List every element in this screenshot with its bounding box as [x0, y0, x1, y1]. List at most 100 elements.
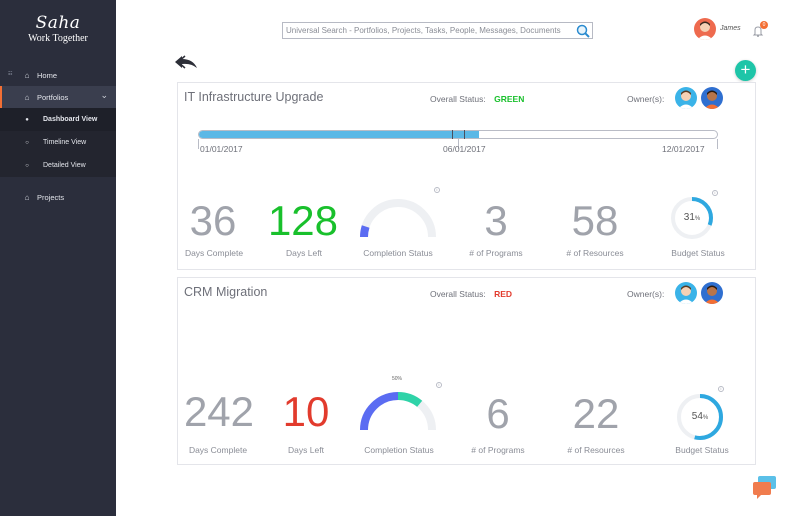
owner-avatar-1[interactable]	[675, 282, 697, 304]
sidebar: Saha Work Together ☷ ⌂ Home ⌂ Portfolios…	[0, 0, 116, 516]
bullet-hollow-icon: ○	[25, 162, 29, 169]
owner-avatar-2[interactable]	[701, 282, 723, 304]
sidebar-subitem-label: Dashboard View	[43, 116, 98, 123]
search-icon[interactable]	[576, 24, 590, 38]
avatar[interactable]	[694, 18, 716, 40]
status-label: Overall Status:	[430, 94, 486, 104]
budget-ring	[677, 394, 723, 440]
resources-value: 58	[571, 197, 619, 244]
info-icon[interactable]: i	[718, 386, 724, 392]
percent-sign: %	[694, 216, 701, 222]
owner-avatar-1[interactable]	[675, 87, 697, 109]
status-badge: GREEN	[494, 94, 525, 104]
person-icon	[704, 285, 720, 304]
budget-percent-value: 54	[691, 411, 703, 422]
budget-status-label: Budget Status	[675, 445, 729, 455]
sidebar-item-label: Projects	[37, 192, 65, 202]
project-card-crm-migration: CRM Migration Overall Status: RED Owner(…	[177, 277, 756, 465]
programs-value: 3	[484, 197, 508, 244]
programs-label: # of Programs	[471, 445, 525, 455]
overall-status: Overall Status: GREEN	[430, 94, 524, 104]
status-label: Overall Status:	[430, 289, 486, 299]
sidebar-subitem-label: Timeline View	[43, 139, 87, 146]
budget-percent: 54%	[680, 411, 720, 422]
person-icon	[678, 285, 694, 304]
completion-status-label: Completion Status	[364, 445, 434, 455]
person-icon	[704, 90, 720, 109]
project-title[interactable]: IT Infrastructure Upgrade	[184, 90, 324, 104]
timeline-bar	[198, 130, 718, 139]
chevron-down-icon[interactable]: ⌄	[100, 90, 108, 100]
sidebar-item-home[interactable]: ☷ ⌂ Home	[0, 64, 116, 86]
gauge-arc	[360, 392, 399, 431]
sidebar-subitem-detailed-view[interactable]: ○ Detailed View	[0, 154, 116, 177]
sidebar-item-projects[interactable]: ⌂ Projects	[0, 186, 116, 208]
home-icon: ⌂	[24, 92, 30, 102]
budget-percent: 31%	[672, 212, 712, 223]
user-avatar-icon	[697, 21, 713, 40]
portfolios-subnav: ● Dashboard View ○ Timeline View ○ Detai…	[0, 108, 116, 177]
brand-logo: Saha	[35, 13, 81, 33]
timeline-progress	[199, 131, 479, 138]
add-project-button[interactable]: +	[735, 60, 756, 81]
resources-label: # of Resources	[567, 445, 625, 455]
owners-label: Owner(s):	[627, 289, 665, 299]
collapse-toggle-icon[interactable]: ☷	[8, 71, 13, 77]
active-indicator	[0, 86, 2, 108]
info-icon[interactable]: i	[712, 190, 718, 196]
chat-icon[interactable]	[752, 476, 778, 500]
universal-search	[282, 22, 593, 39]
timeline-marker	[464, 130, 465, 139]
ring-progress	[671, 197, 713, 239]
brand-tagline: Work Together	[28, 33, 88, 44]
sidebar-item-label: Home	[37, 70, 58, 80]
timeline-mid-date: 06/01/2017	[443, 144, 486, 154]
completion-status-label: Completion Status	[363, 248, 433, 258]
gauge-tick-label: 50%	[392, 376, 403, 382]
info-icon[interactable]: i	[434, 187, 440, 193]
days-complete-value: 242	[183, 388, 255, 435]
home-icon: ⌂	[24, 192, 30, 202]
days-complete-label: Days Complete	[188, 445, 248, 455]
notification-badge: 0	[760, 21, 768, 29]
search-input[interactable]	[283, 23, 573, 38]
timeline-tick	[458, 139, 459, 149]
project-card-it-infrastructure: IT Infrastructure Upgrade Overall Status…	[177, 82, 756, 270]
status-badge: RED	[494, 289, 513, 299]
owner-avatar-2[interactable]	[701, 87, 723, 109]
sidebar-item-label: Portfolios	[37, 92, 69, 102]
timeline-tick	[198, 139, 199, 149]
timeline-start-date: 01/01/2017	[200, 144, 243, 154]
days-left-value: 128	[267, 197, 339, 244]
sidebar-subitem-dashboard-view[interactable]: ● Dashboard View	[0, 108, 116, 131]
bell-icon[interactable]	[751, 24, 765, 38]
project-title[interactable]: CRM Migration	[184, 285, 268, 299]
budget-status-label: Budget Status	[671, 248, 725, 258]
completion-gauge	[359, 199, 436, 238]
days-complete-value: 36	[189, 197, 237, 244]
timeline-end-date: 12/01/2017	[662, 144, 705, 154]
gauge-track	[360, 199, 436, 238]
days-left-label: Days Left	[288, 445, 324, 455]
timeline-marker	[452, 130, 453, 139]
gauge-arc	[397, 392, 423, 408]
user-name[interactable]: James	[720, 25, 741, 32]
sidebar-nav: ☷ ⌂ Home ⌂ Portfolios ⌄ ● Dashboard View…	[0, 64, 116, 208]
sidebar-subitem-timeline-view[interactable]: ○ Timeline View	[0, 131, 116, 154]
bullet-hollow-icon: ○	[25, 139, 29, 146]
percent-sign: %	[702, 415, 709, 421]
person-icon	[678, 90, 694, 109]
budget-ring	[671, 197, 713, 239]
sidebar-subitem-label: Detailed View	[43, 162, 86, 169]
budget-percent-value: 31	[683, 212, 695, 223]
completion-gauge	[360, 392, 436, 431]
info-icon[interactable]: i	[436, 382, 442, 388]
programs-value: 6	[486, 390, 510, 437]
timeline-ticks	[198, 139, 718, 149]
days-left-value: 10	[282, 388, 330, 435]
sidebar-item-portfolios[interactable]: ⌂ Portfolios ⌄	[0, 86, 116, 108]
back-arrow-icon[interactable]	[174, 55, 198, 69]
days-complete-label: Days Complete	[184, 248, 244, 258]
brand: Saha Work Together	[0, 14, 116, 45]
